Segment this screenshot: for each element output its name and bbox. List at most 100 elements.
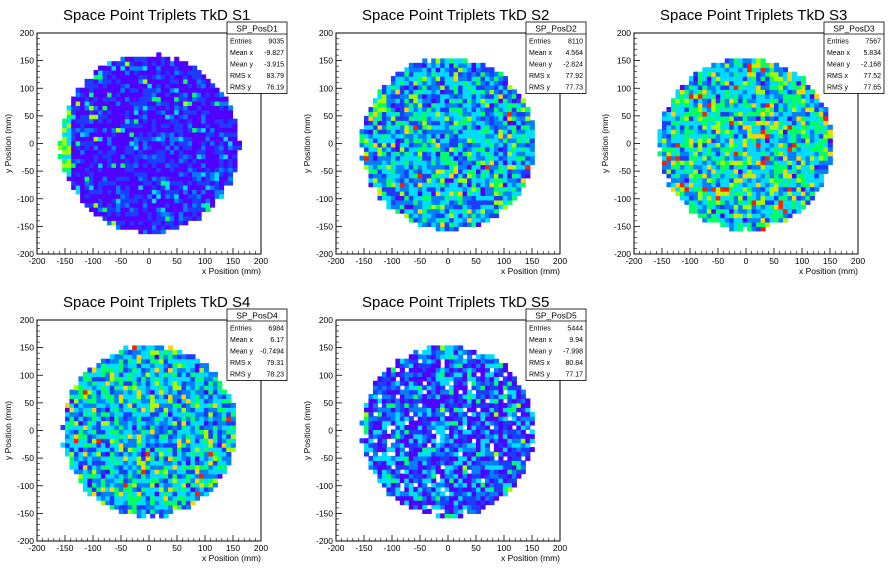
histogram-bin [183, 171, 189, 177]
histogram-bin [98, 149, 104, 155]
histogram-bin [84, 136, 90, 142]
histogram-bin [223, 109, 229, 115]
histogram-bin [147, 193, 153, 199]
histogram-bin [435, 67, 441, 73]
histogram-bin [675, 93, 681, 99]
histogram-bin [196, 171, 202, 177]
histogram-bin [688, 107, 694, 113]
histogram-bin [192, 114, 198, 120]
histogram-bin [111, 109, 117, 115]
histogram-bin [711, 76, 717, 82]
histogram-bin [431, 151, 437, 157]
x-tick-label: -100 [84, 256, 101, 266]
histogram-bin [413, 204, 419, 210]
histogram-bin [751, 124, 757, 130]
histogram-bin [133, 140, 139, 146]
histogram-bin [190, 385, 196, 391]
histogram-bin [413, 133, 419, 139]
histogram-bin [368, 160, 374, 166]
histogram-bin [693, 107, 699, 113]
histogram-bin [404, 164, 410, 170]
histogram-bin [404, 133, 410, 139]
histogram-bin [181, 482, 187, 488]
histogram-bin [165, 100, 171, 106]
histogram-bin [127, 363, 133, 369]
histogram-bin [154, 469, 160, 475]
histogram-bin [390, 137, 396, 143]
histogram-bin [210, 114, 216, 120]
histogram-bin [192, 109, 198, 115]
histogram-bin [440, 107, 446, 113]
histogram-bin [684, 191, 690, 197]
histogram-bin [471, 151, 477, 157]
histogram-bin [489, 80, 495, 86]
histogram-bin [823, 168, 829, 174]
histogram-bin [823, 146, 829, 152]
histogram-bin [697, 164, 703, 170]
histogram-bin [123, 460, 129, 466]
histogram-bin [196, 118, 202, 124]
histogram-bin [525, 107, 531, 113]
histogram-bin [467, 191, 473, 197]
histogram-bin [787, 182, 793, 188]
histogram-bin [805, 102, 811, 108]
histogram-bin [201, 158, 207, 164]
histogram-bin [124, 61, 130, 67]
histogram-bin [747, 217, 753, 223]
histogram-bin [93, 198, 99, 204]
histogram-bin [381, 191, 387, 197]
histogram-bin [84, 158, 90, 164]
histogram-bin [395, 195, 401, 201]
histogram-bin [194, 394, 200, 400]
histogram-bin [174, 215, 180, 221]
histogram-bin [516, 142, 522, 148]
histogram-bin [742, 133, 748, 139]
histogram-bin [120, 224, 126, 230]
histogram-bin [760, 124, 766, 130]
histogram-bin [395, 93, 401, 99]
histogram-bin [666, 133, 672, 139]
histogram-bin [675, 173, 681, 179]
histogram-bin [765, 133, 771, 139]
histogram-bin [751, 204, 757, 210]
histogram-bin [84, 123, 90, 129]
histogram-bin [408, 84, 414, 90]
histogram-bin [159, 363, 165, 369]
histogram-bin [458, 217, 464, 223]
histogram-bin [751, 213, 757, 219]
histogram-bin [476, 80, 482, 86]
histogram-bin [156, 136, 162, 142]
stats-row-label: Entries [529, 39, 551, 46]
histogram-bin [114, 416, 120, 422]
histogram-bin [520, 182, 526, 188]
histogram-bin [102, 207, 108, 213]
histogram-bin [192, 149, 198, 155]
histogram-bin [368, 173, 374, 179]
histogram-bin [729, 182, 735, 188]
y-tick-label: -150 [316, 221, 333, 231]
histogram-bin [210, 162, 216, 168]
histogram-bin [444, 107, 450, 113]
histogram-bin [111, 105, 117, 111]
histogram-bin [666, 142, 672, 148]
histogram-bin [675, 115, 681, 121]
histogram-bin [706, 155, 712, 161]
histogram-bin [796, 120, 802, 126]
histogram-bin [174, 136, 180, 142]
histogram-bin [132, 460, 138, 466]
histogram-bin [223, 167, 229, 173]
histogram-bin [800, 115, 806, 121]
histogram-bin [827, 133, 833, 139]
histogram-bin [782, 151, 789, 157]
histogram-bin [675, 160, 681, 166]
histogram-bin [791, 173, 797, 179]
histogram-bin [129, 65, 135, 71]
histogram-bin [168, 420, 174, 426]
histogram-bin [684, 146, 690, 152]
histogram-bin [706, 186, 712, 192]
histogram-bin [111, 193, 117, 199]
histogram-bin [136, 508, 142, 514]
histogram-bin [115, 176, 122, 182]
histogram-bin [498, 115, 504, 121]
